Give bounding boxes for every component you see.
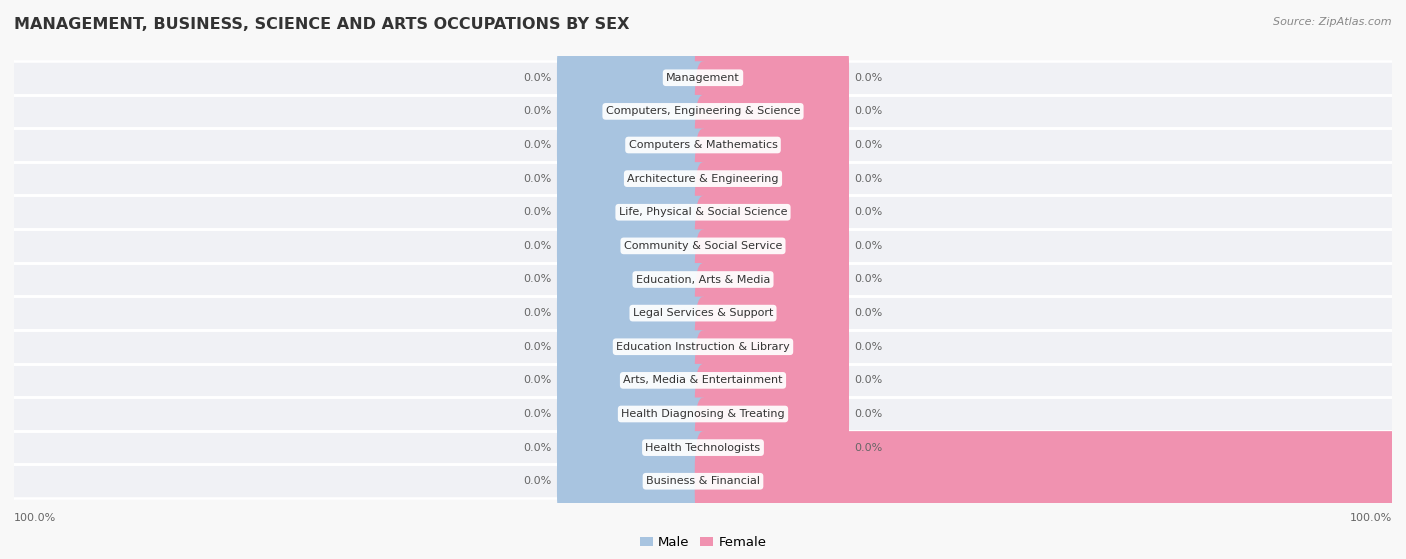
Text: 0.0%: 0.0% (855, 342, 883, 352)
Text: 0.0%: 0.0% (523, 174, 551, 183)
Text: Computers, Engineering & Science: Computers, Engineering & Science (606, 106, 800, 116)
Text: 0.0%: 0.0% (855, 308, 883, 318)
FancyBboxPatch shape (557, 27, 711, 128)
FancyBboxPatch shape (557, 129, 711, 229)
Text: Health Technologists: Health Technologists (645, 443, 761, 453)
FancyBboxPatch shape (557, 61, 711, 162)
Bar (14, 196, 1392, 229)
Bar (14, 465, 1392, 498)
Text: 0.0%: 0.0% (523, 140, 551, 150)
FancyBboxPatch shape (695, 330, 849, 430)
Text: Life, Physical & Social Science: Life, Physical & Social Science (619, 207, 787, 217)
Text: 0.0%: 0.0% (523, 106, 551, 116)
FancyBboxPatch shape (695, 364, 849, 464)
Text: Architecture & Engineering: Architecture & Engineering (627, 174, 779, 183)
Text: Management: Management (666, 73, 740, 83)
Text: 0.0%: 0.0% (855, 207, 883, 217)
FancyBboxPatch shape (695, 196, 849, 296)
Text: MANAGEMENT, BUSINESS, SCIENCE AND ARTS OCCUPATIONS BY SEX: MANAGEMENT, BUSINESS, SCIENCE AND ARTS O… (14, 17, 630, 32)
FancyBboxPatch shape (695, 431, 1400, 532)
Text: Education, Arts & Media: Education, Arts & Media (636, 274, 770, 285)
Text: 0.0%: 0.0% (523, 73, 551, 83)
FancyBboxPatch shape (695, 229, 849, 330)
Text: 0.0%: 0.0% (855, 409, 883, 419)
Text: 0.0%: 0.0% (855, 274, 883, 285)
Text: 0.0%: 0.0% (523, 476, 551, 486)
Text: 0.0%: 0.0% (855, 443, 883, 453)
FancyBboxPatch shape (695, 61, 849, 162)
Text: Community & Social Service: Community & Social Service (624, 241, 782, 251)
FancyBboxPatch shape (695, 162, 849, 262)
Bar (14, 94, 1392, 128)
FancyBboxPatch shape (695, 129, 849, 229)
Text: Education Instruction & Library: Education Instruction & Library (616, 342, 790, 352)
FancyBboxPatch shape (695, 95, 849, 195)
Text: 0.0%: 0.0% (523, 409, 551, 419)
Text: 0.0%: 0.0% (523, 308, 551, 318)
Text: Legal Services & Support: Legal Services & Support (633, 308, 773, 318)
Text: 0.0%: 0.0% (855, 73, 883, 83)
Bar (14, 431, 1392, 465)
Bar (14, 363, 1392, 397)
Text: 0.0%: 0.0% (523, 241, 551, 251)
Bar (14, 330, 1392, 363)
Text: 0.0%: 0.0% (523, 376, 551, 385)
FancyBboxPatch shape (557, 229, 711, 330)
FancyBboxPatch shape (695, 297, 849, 397)
FancyBboxPatch shape (695, 27, 849, 128)
Text: 100.0%: 100.0% (14, 513, 56, 523)
Bar (14, 263, 1392, 296)
FancyBboxPatch shape (557, 162, 711, 262)
Text: 0.0%: 0.0% (855, 174, 883, 183)
FancyBboxPatch shape (557, 431, 711, 532)
Text: 0.0%: 0.0% (523, 443, 551, 453)
Text: 0.0%: 0.0% (855, 106, 883, 116)
Legend: Male, Female: Male, Female (634, 531, 772, 555)
FancyBboxPatch shape (557, 330, 711, 430)
FancyBboxPatch shape (557, 364, 711, 464)
Text: Source: ZipAtlas.com: Source: ZipAtlas.com (1274, 17, 1392, 27)
FancyBboxPatch shape (557, 397, 711, 498)
Text: 0.0%: 0.0% (855, 376, 883, 385)
Bar (14, 61, 1392, 94)
Text: Arts, Media & Entertainment: Arts, Media & Entertainment (623, 376, 783, 385)
FancyBboxPatch shape (557, 263, 711, 363)
Text: 100.0%: 100.0% (1350, 513, 1392, 523)
Bar (14, 229, 1392, 263)
Bar (14, 128, 1392, 162)
Bar (14, 162, 1392, 196)
Text: Health Diagnosing & Treating: Health Diagnosing & Treating (621, 409, 785, 419)
FancyBboxPatch shape (695, 263, 849, 363)
Bar (14, 296, 1392, 330)
Text: 0.0%: 0.0% (855, 140, 883, 150)
FancyBboxPatch shape (557, 196, 711, 296)
FancyBboxPatch shape (695, 397, 849, 498)
Bar (14, 397, 1392, 431)
Text: 0.0%: 0.0% (523, 342, 551, 352)
Text: Computers & Mathematics: Computers & Mathematics (628, 140, 778, 150)
Text: Business & Financial: Business & Financial (645, 476, 761, 486)
FancyBboxPatch shape (557, 95, 711, 195)
Text: 0.0%: 0.0% (523, 207, 551, 217)
Text: 0.0%: 0.0% (855, 241, 883, 251)
FancyBboxPatch shape (557, 297, 711, 397)
Text: 0.0%: 0.0% (523, 274, 551, 285)
